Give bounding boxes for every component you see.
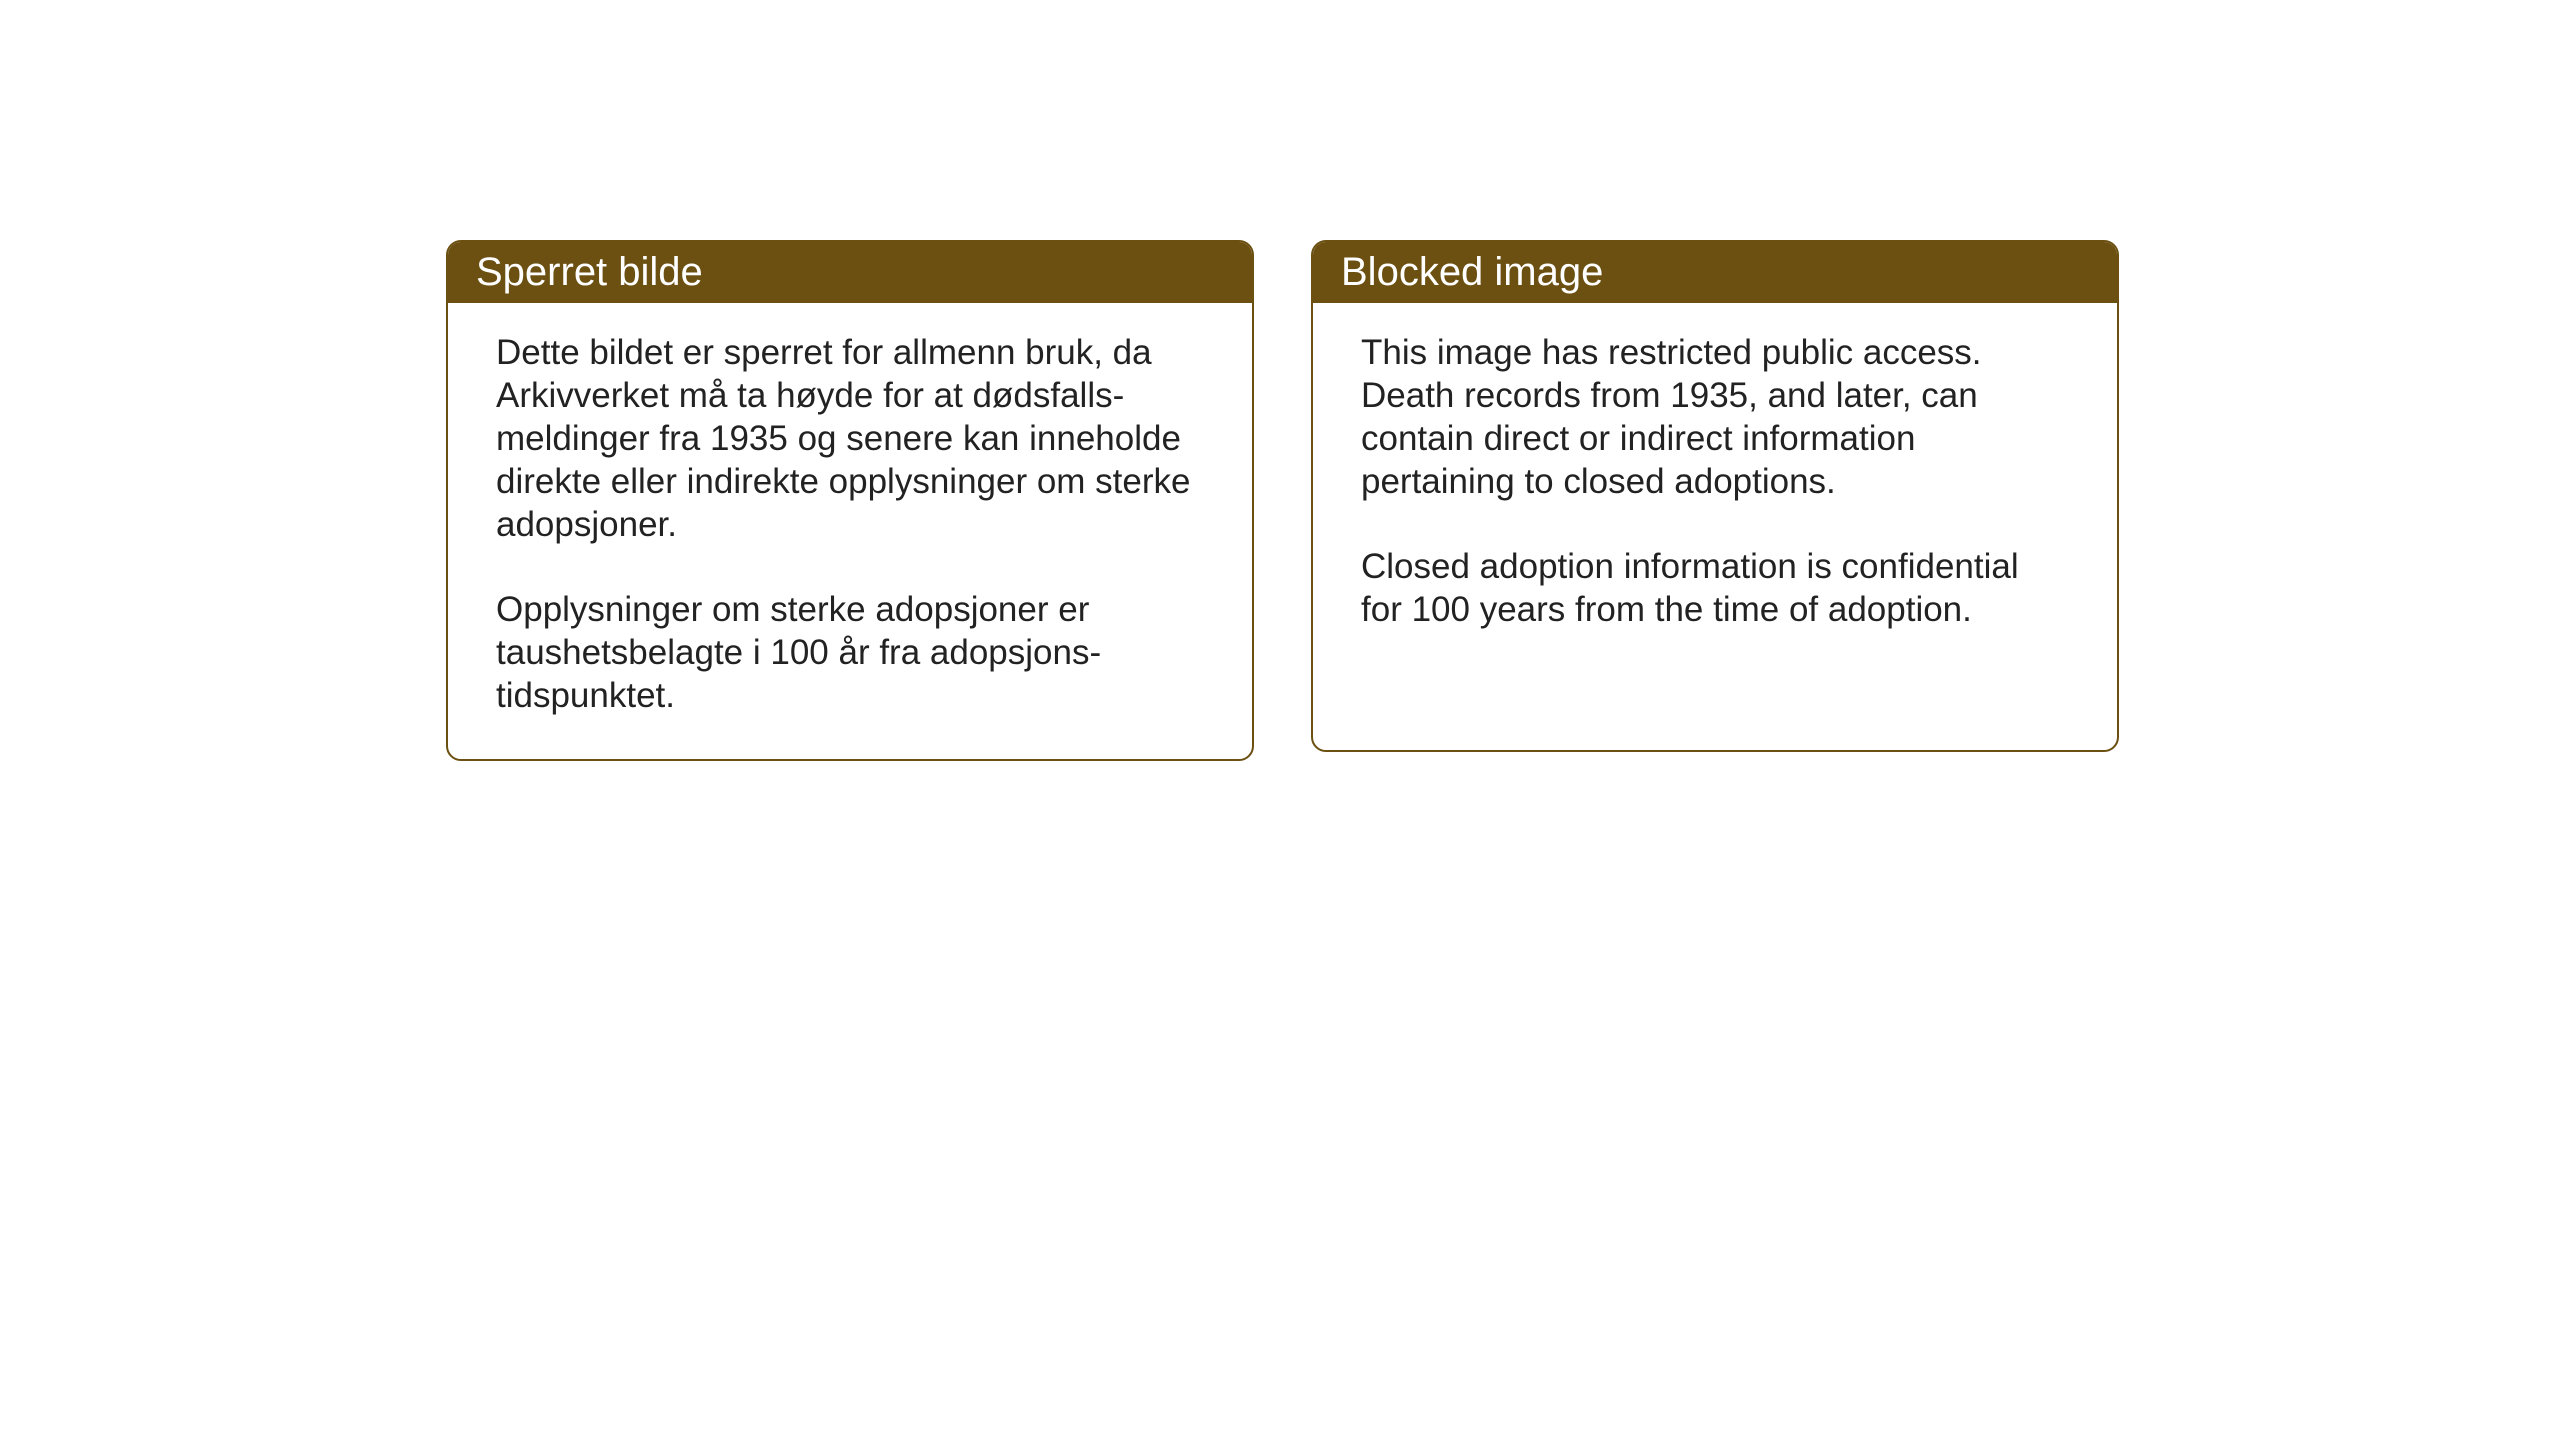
card-body-norwegian: Dette bildet er sperret for allmenn bruk… bbox=[448, 303, 1252, 759]
card-paragraph-1-english: This image has restricted public access.… bbox=[1361, 331, 2069, 503]
notice-card-norwegian: Sperret bilde Dette bildet er sperret fo… bbox=[446, 240, 1254, 761]
notice-container: Sperret bilde Dette bildet er sperret fo… bbox=[446, 240, 2119, 761]
card-title-norwegian: Sperret bilde bbox=[476, 250, 703, 294]
card-body-english: This image has restricted public access.… bbox=[1313, 303, 2117, 673]
card-header-norwegian: Sperret bilde bbox=[448, 242, 1252, 303]
card-title-english: Blocked image bbox=[1341, 250, 1603, 294]
notice-card-english: Blocked image This image has restricted … bbox=[1311, 240, 2119, 752]
card-paragraph-2-norwegian: Opplysninger om sterke adopsjoner er tau… bbox=[496, 588, 1204, 717]
card-paragraph-1-norwegian: Dette bildet er sperret for allmenn bruk… bbox=[496, 331, 1204, 546]
card-header-english: Blocked image bbox=[1313, 242, 2117, 303]
card-paragraph-2-english: Closed adoption information is confident… bbox=[1361, 545, 2069, 631]
